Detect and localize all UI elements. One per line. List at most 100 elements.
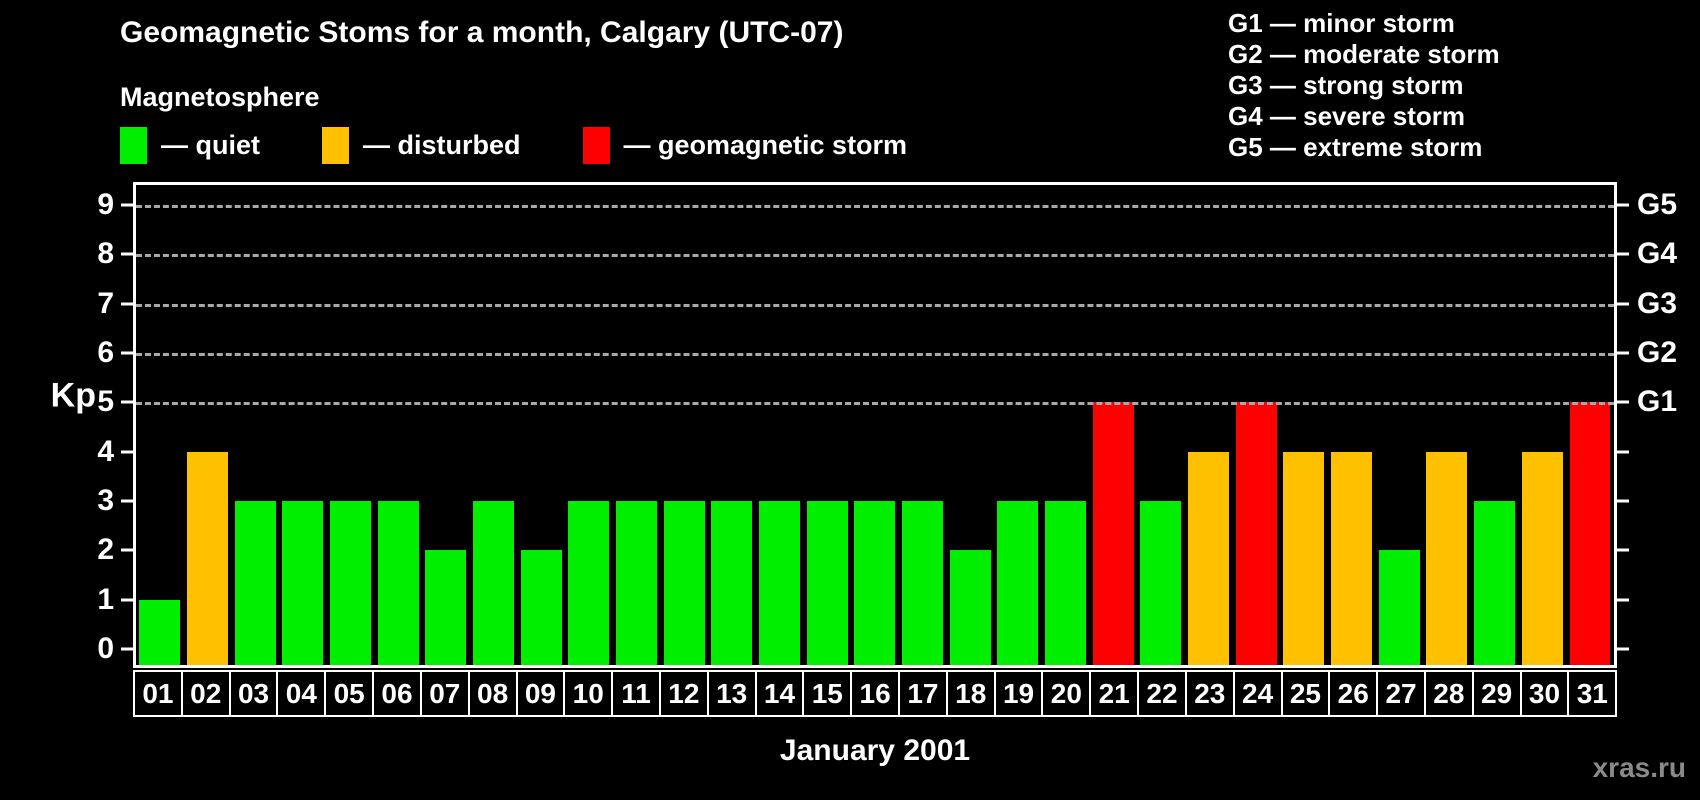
kp-bar-day-08 (473, 501, 515, 665)
storm-color-swatch (582, 127, 610, 164)
bar-slot-27 (1375, 185, 1423, 665)
day-label-27: 27 (1376, 670, 1426, 717)
kp-bar-day-09 (520, 550, 562, 665)
kp-bar-day-01 (139, 599, 181, 665)
bar-slot-03 (231, 185, 279, 665)
day-label-22: 22 (1137, 670, 1187, 717)
left-tick-7 (121, 302, 135, 306)
magnetosphere-legend: — quiet — disturbed — geomagnetic storm (120, 127, 907, 164)
day-label-01: 01 (133, 670, 183, 717)
kp-bar-day-06 (377, 501, 419, 665)
bar-slot-31 (1566, 185, 1614, 665)
page-title: Geomagnetic Stoms for a month, Calgary (… (120, 16, 844, 49)
bar-slot-05 (327, 185, 375, 665)
right-tick-4 (1615, 450, 1629, 454)
bar-slot-22 (1137, 185, 1185, 665)
kp-bar-day-24 (1235, 402, 1277, 665)
right-tick-0 (1615, 647, 1629, 651)
day-label-11: 11 (611, 670, 661, 717)
kp-bar-day-12 (663, 501, 705, 665)
right-tick-1 (1615, 598, 1629, 602)
magnetosphere-legend-heading: Magnetosphere (120, 82, 320, 112)
bar-slot-14 (756, 185, 804, 665)
kp-bar-day-26 (1331, 451, 1373, 665)
y-tick-label-3: 3 (97, 484, 114, 518)
bar-slot-07 (422, 185, 470, 665)
day-label-07: 07 (419, 670, 470, 717)
bar-slot-04 (279, 185, 327, 665)
kp-bar-day-25 (1283, 451, 1325, 665)
storm-scale-g4: G4 — severe storm (1228, 101, 1466, 131)
day-label-16: 16 (850, 670, 900, 717)
left-tick-4 (121, 450, 135, 454)
kp-bar-day-15 (806, 501, 848, 665)
left-tick-5 (121, 400, 135, 404)
g-scale-label-g3: G3 (1637, 286, 1678, 320)
kp-bar-day-23 (1188, 451, 1230, 665)
day-label-15: 15 (802, 670, 853, 717)
bar-slot-08 (470, 185, 518, 665)
kp-bar-day-27 (1378, 550, 1420, 665)
y-tick-label-5: 5 (97, 385, 114, 419)
storm-scale-legend: G1 — minor storm G2 — moderate storm G3 … (1228, 8, 1500, 163)
storm-scale-g1: G1 — minor storm (1228, 8, 1455, 38)
y-tick-label-8: 8 (97, 237, 114, 271)
g-scale-label-g4: G4 (1637, 237, 1678, 271)
right-tick-8 (1615, 252, 1629, 256)
left-tick-8 (121, 252, 135, 256)
left-tick-9 (121, 203, 135, 207)
kp-bar-day-22 (1140, 501, 1182, 665)
bar-slot-12 (660, 185, 708, 665)
kp-bar-day-19 (997, 501, 1039, 665)
day-label-10: 10 (563, 670, 614, 717)
kp-bar-day-02 (187, 451, 228, 665)
kp-bar-day-16 (854, 501, 896, 665)
day-label-09: 09 (515, 670, 566, 717)
left-tick-6 (121, 351, 135, 355)
legend-item-label: — quiet (161, 130, 260, 160)
day-label-18: 18 (945, 670, 996, 717)
day-label-12: 12 (658, 670, 709, 717)
right-tick-6 (1615, 351, 1629, 355)
bar-slot-01 (136, 185, 184, 665)
day-label-26: 26 (1328, 670, 1379, 717)
day-label-23: 23 (1184, 670, 1235, 717)
left-tick-2 (121, 548, 135, 552)
bar-slot-02 (184, 185, 232, 665)
kp-bar-day-10 (568, 501, 610, 665)
bar-slot-23 (1185, 185, 1233, 665)
day-label-13: 13 (706, 670, 757, 717)
bar-slot-29 (1471, 185, 1519, 665)
day-label-29: 29 (1471, 670, 1522, 717)
legend-item-label: — geomagnetic storm (623, 130, 908, 160)
day-label-14: 14 (754, 670, 805, 717)
legend-item-disturbed: — disturbed (322, 127, 521, 164)
day-label-30: 30 (1519, 670, 1570, 717)
day-label-06: 06 (372, 670, 422, 717)
storm-scale-g2: G2 — moderate storm (1228, 39, 1500, 69)
kp-bar-day-31 (1569, 402, 1611, 665)
kp-bar-day-21 (1092, 402, 1134, 665)
legend-item-storm: — geomagnetic storm (582, 127, 908, 164)
day-label-25: 25 (1280, 670, 1331, 717)
left-tick-0 (121, 647, 135, 651)
bar-slot-18 (946, 185, 994, 665)
kp-bar-day-14 (759, 501, 801, 665)
kp-bar-day-29 (1474, 501, 1516, 665)
bar-slot-20 (1042, 185, 1090, 665)
kp-bar-day-28 (1426, 451, 1468, 665)
kp-bar-day-20 (1045, 501, 1087, 665)
day-label-08: 08 (467, 670, 518, 717)
bars-container (136, 185, 1614, 665)
day-label-17: 17 (898, 670, 948, 717)
bar-slot-25 (1280, 185, 1328, 665)
g-scale-label-g2: G2 (1637, 335, 1678, 369)
disturbed-color-swatch (322, 127, 349, 164)
y-tick-label-4: 4 (97, 434, 114, 468)
kp-bar-day-17 (902, 501, 944, 665)
bar-slot-09 (517, 185, 565, 665)
bar-slot-16 (851, 185, 899, 665)
bar-slot-26 (1328, 185, 1376, 665)
day-label-19: 19 (993, 670, 1044, 717)
